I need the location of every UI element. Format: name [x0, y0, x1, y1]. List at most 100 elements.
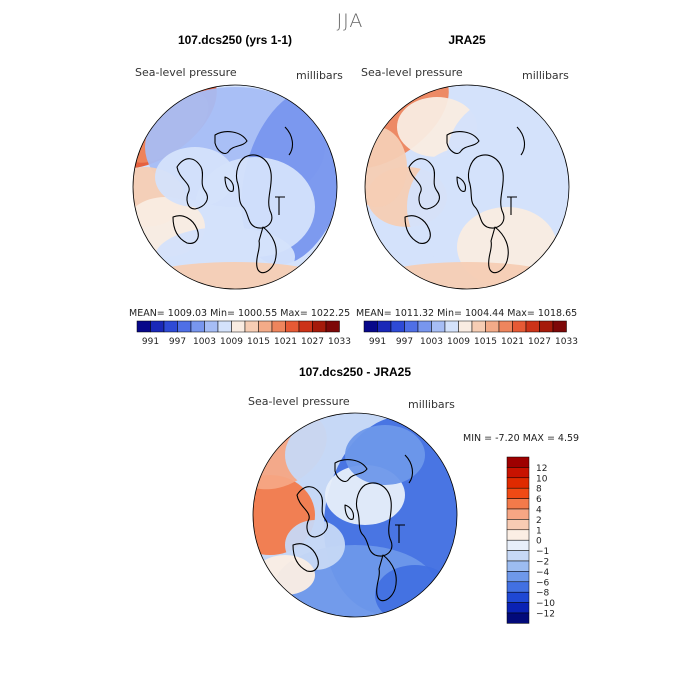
stats-min-label: Min= [437, 308, 465, 319]
colorbar-tick-label: −10 [536, 599, 555, 609]
colorbar-swatch [506, 581, 530, 593]
colorbar-swatch [525, 320, 540, 333]
colorbar-swatch [506, 602, 530, 614]
colorbar-swatch [506, 560, 530, 572]
variable-label: Sea-level pressure [361, 66, 463, 79]
stats-mean: 1009.03 [168, 308, 210, 319]
stats-line: MEAN= 1011.32 Min= 1004.44 Max= 1018.65 [356, 308, 577, 319]
colorbar-tick-label: −4 [536, 568, 550, 578]
colorbar-swatch [271, 320, 286, 333]
colorbar-tick-label: 1015 [247, 337, 270, 347]
colorbar-swatch [325, 320, 340, 333]
colorbar-tick-label: 997 [169, 337, 186, 347]
stats-mean-label: MEAN= [356, 308, 395, 319]
panel-title: 107.dcs250 (yrs 1-1) [178, 33, 292, 47]
colorbar: 991 997 1003 1009 1015 1021 1027 1033 [363, 320, 578, 347]
colorbar-tick-label: −12 [536, 610, 555, 620]
colorbar-tick-label: 1021 [274, 337, 297, 347]
colorbar-swatch [506, 508, 530, 520]
field-contour [133, 262, 337, 289]
colorbar-swatch [506, 467, 530, 479]
colorbar-swatch [498, 320, 513, 333]
colorbar-tick-label: 991 [369, 337, 386, 347]
colorbar-tick-label: 1027 [301, 337, 324, 347]
colorbar-swatch [512, 320, 527, 333]
field-contour [155, 147, 235, 207]
colorbar-tick-label: 12 [536, 464, 547, 474]
colorbar-tick-label: 1033 [555, 337, 578, 347]
stats-mean-label: MEAN= [129, 308, 168, 319]
colorbar-swatch [150, 320, 165, 333]
colorbar-swatch [506, 529, 530, 541]
colorbar-swatch [258, 320, 273, 333]
colorbar-tick-label: 1009 [447, 337, 470, 347]
polar-map [133, 85, 337, 289]
colorbar-swatch [444, 320, 459, 333]
stats-max: 4.59 [558, 433, 579, 444]
panel-title: JRA25 [448, 33, 486, 47]
colorbar-tick-label: 997 [396, 337, 413, 347]
colorbar-tick-label: −6 [536, 578, 550, 588]
colorbar-swatch [506, 487, 530, 499]
colorbar-swatch [431, 320, 446, 333]
colorbar-swatch [363, 320, 378, 333]
variable-label: Sea-level pressure [135, 66, 237, 79]
colorbar-tick-label: 1003 [420, 337, 443, 347]
colorbar-swatch [190, 320, 205, 333]
variable-label: Sea-level pressure [248, 395, 350, 408]
polar-map [365, 85, 569, 289]
colorbar-swatch [231, 320, 246, 333]
colorbar-swatch [506, 539, 530, 551]
polar-map [253, 413, 457, 617]
field-contour [345, 425, 425, 485]
colorbar-swatch [552, 320, 567, 333]
field-contour [285, 520, 345, 570]
map-boundary [364, 84, 570, 290]
colorbar-swatch [458, 320, 473, 333]
colorbar-tick-label: 1015 [474, 337, 497, 347]
stats-line: MIN = -7.20 MAX = 4.59 [463, 433, 579, 444]
colorbar-tick-label: 1027 [528, 337, 551, 347]
stats-max: 1018.65 [538, 308, 577, 319]
map-boundary [132, 84, 338, 290]
stats-mean: 1011.32 [395, 308, 437, 319]
colorbar-tick-label: 1003 [193, 337, 216, 347]
colorbar-tick-label: 8 [536, 485, 542, 495]
stats-min: 1000.55 [238, 308, 280, 319]
stats-max-label: MAX = [523, 433, 558, 444]
stats-max-label: Max= [507, 308, 538, 319]
colorbar-swatch [244, 320, 259, 333]
colorbar-swatch [471, 320, 486, 333]
colorbar-swatch [506, 498, 530, 510]
colorbar-swatch [539, 320, 554, 333]
colorbar-swatch [312, 320, 327, 333]
stats-min: -7.20 [495, 433, 523, 444]
colorbar-tick-label: 1 [536, 526, 542, 536]
colorbar-swatch [485, 320, 500, 333]
units-label: millibars [522, 69, 569, 82]
colorbar-swatch [506, 456, 530, 468]
stats-line: MEAN= 1009.03 Min= 1000.55 Max= 1022.25 [129, 308, 350, 319]
figure-title: JJA [337, 10, 364, 32]
colorbar-swatch [377, 320, 392, 333]
units-label: millibars [296, 69, 343, 82]
colorbar: 991 997 1003 1009 1015 1021 1027 1033 [136, 320, 351, 347]
colorbar-tick-label: 10 [536, 474, 548, 484]
colorbar-swatch [506, 612, 530, 624]
colorbar-tick-label: 991 [142, 337, 159, 347]
colorbar-swatch [506, 519, 530, 531]
colorbar-swatch [506, 477, 530, 489]
colorbar-swatch [298, 320, 313, 333]
stats-min-label: MIN = [463, 433, 495, 444]
colorbar-tick-label: −1 [536, 547, 549, 557]
colorbar-swatch [404, 320, 419, 333]
field-contour [375, 565, 455, 617]
colorbar-tick-label: 6 [536, 495, 542, 505]
colorbar-tick-label: 1021 [501, 337, 524, 347]
colorbar-tick-label: 1009 [220, 337, 243, 347]
colorbar-swatch [217, 320, 232, 333]
colorbar-tick-label: 0 [536, 537, 542, 547]
